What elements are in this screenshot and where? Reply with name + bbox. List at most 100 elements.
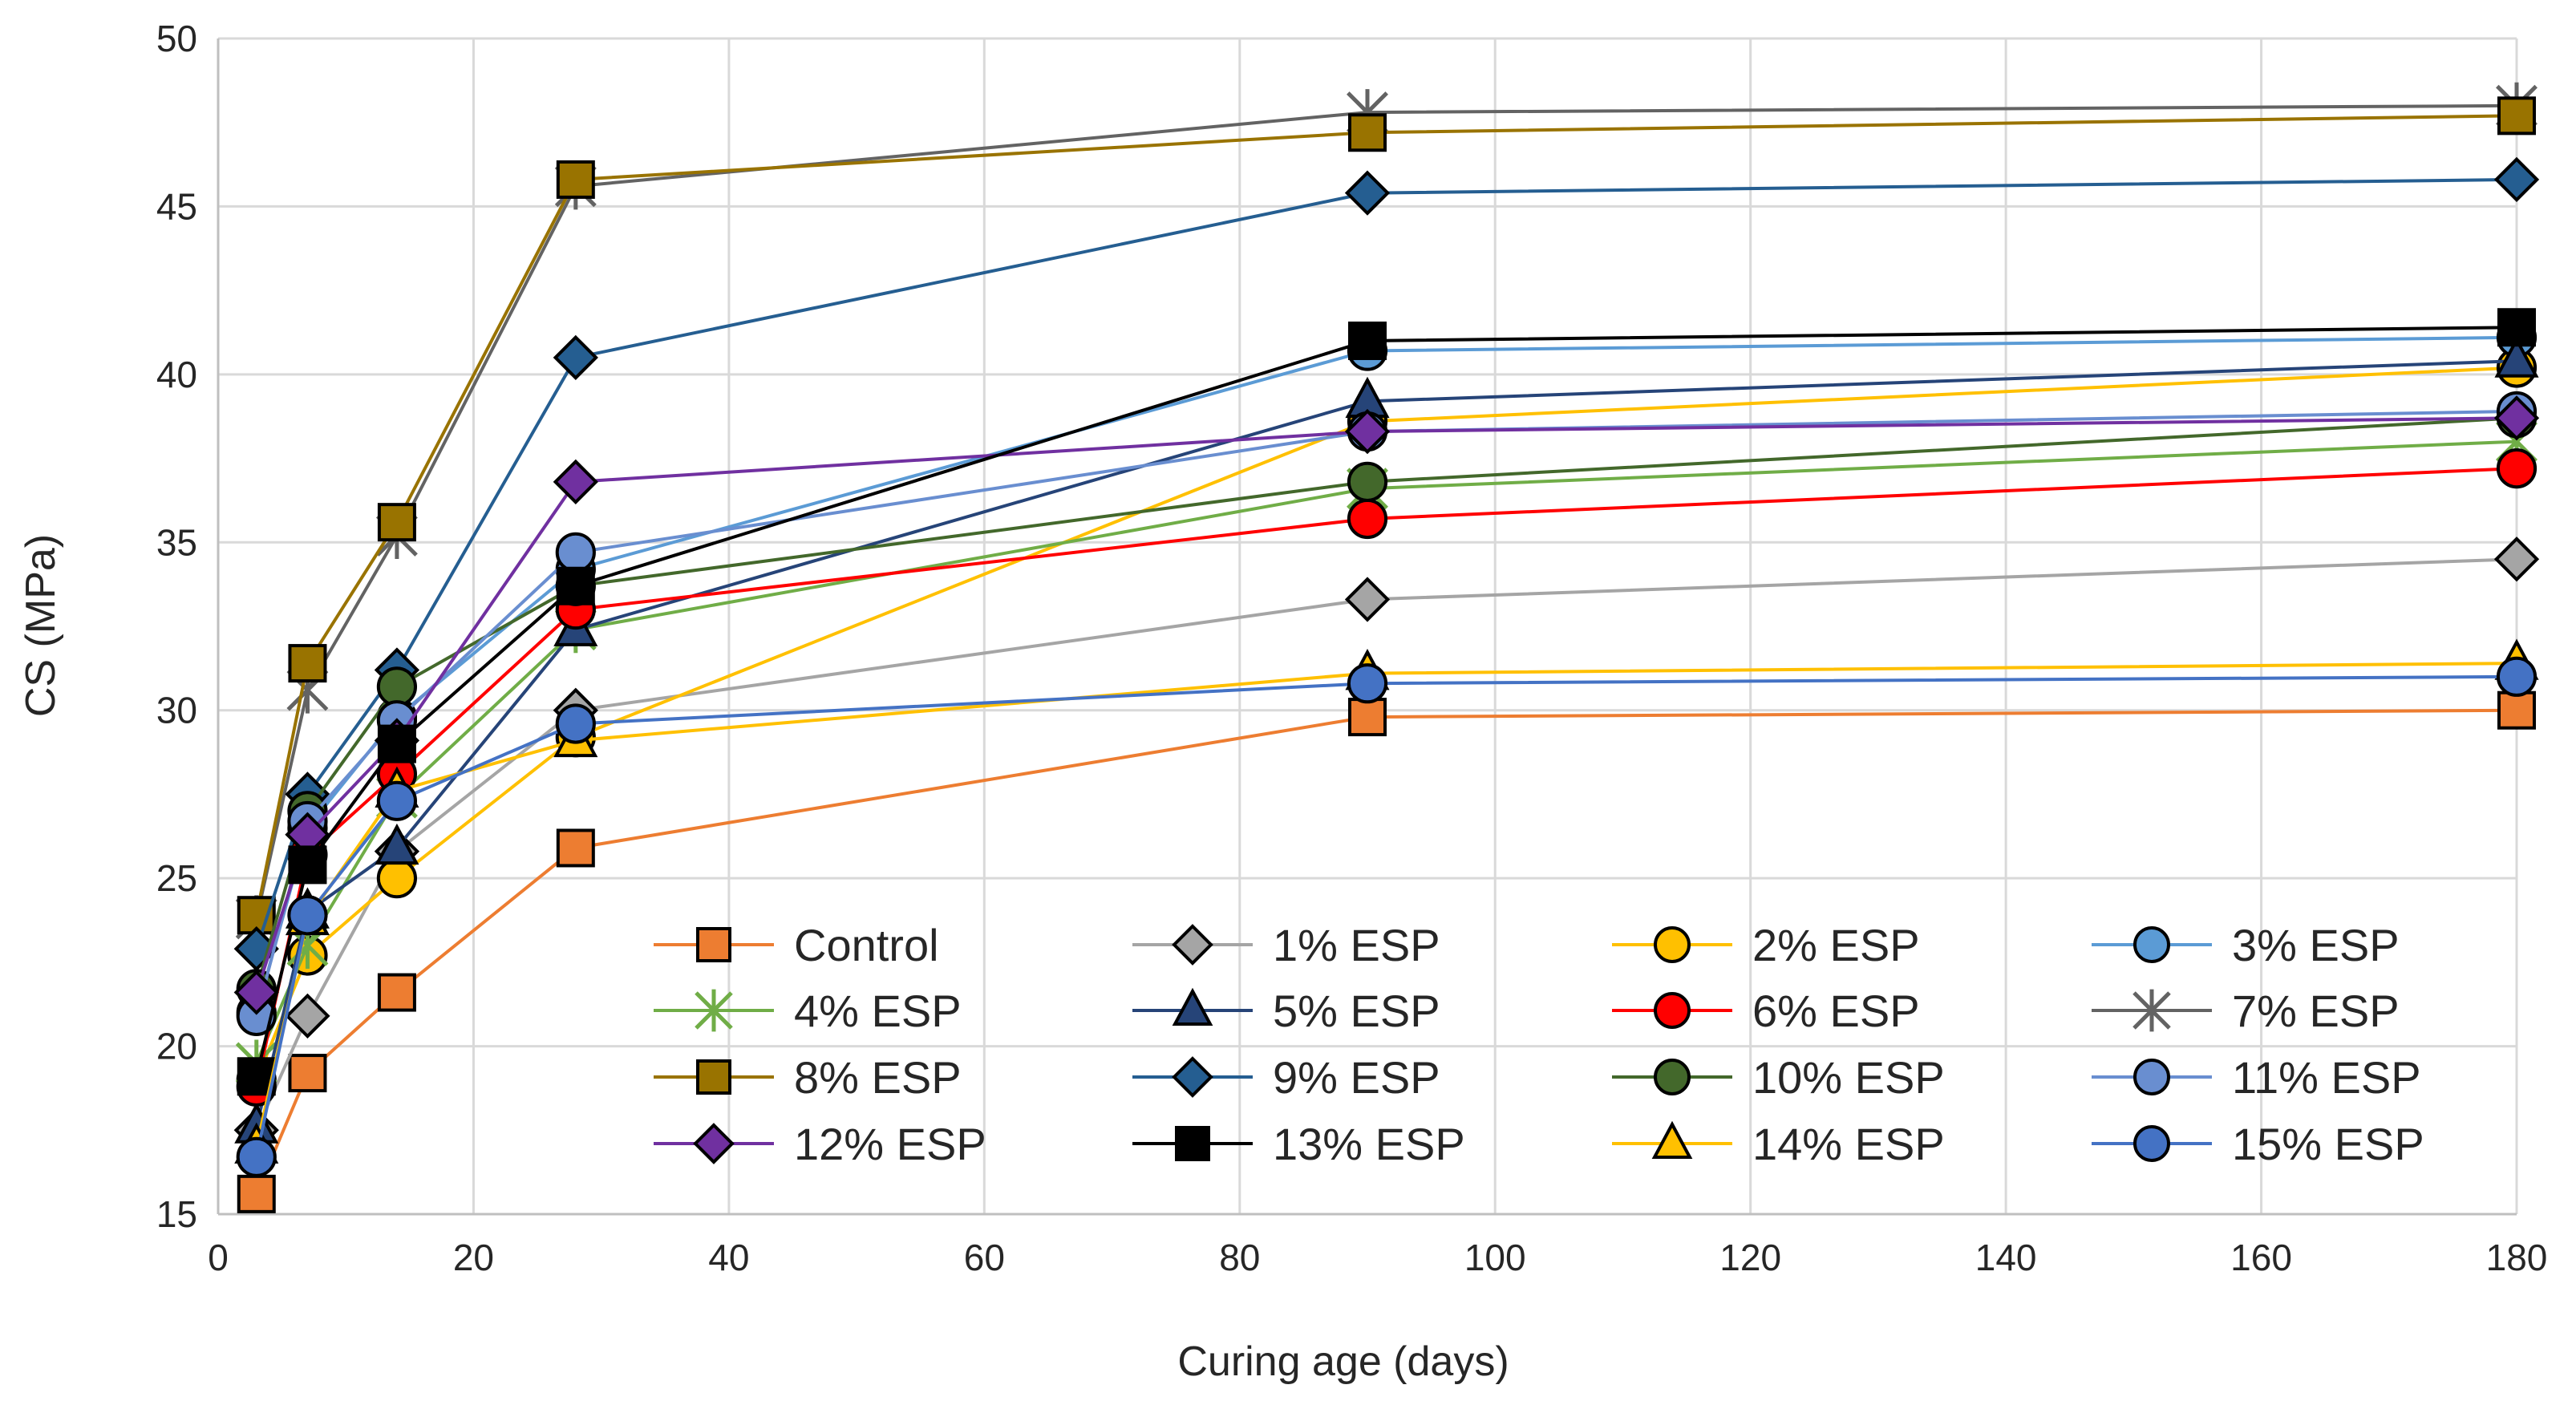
data-point — [376, 666, 418, 707]
data-point — [2493, 156, 2540, 203]
series-15-esp — [236, 656, 2538, 1177]
legend-label: 13% ESP — [1273, 1119, 1465, 1169]
x-tick-label: 180 — [2486, 1237, 2548, 1278]
data-point — [375, 823, 419, 865]
legend-label: 2% ESP — [1752, 920, 1920, 970]
legend-marker — [1172, 924, 1213, 966]
legend-label: 15% ESP — [2232, 1119, 2424, 1169]
legend-item: 12% ESP — [654, 1119, 986, 1169]
legend-marker — [1651, 1120, 1693, 1159]
legend-marker — [2133, 1125, 2170, 1162]
data-point — [556, 566, 595, 605]
x-tick-label: 60 — [964, 1237, 1005, 1278]
legend-item: 13% ESP — [1132, 1119, 1465, 1169]
legend-item: 2% ESP — [1612, 920, 1920, 970]
legend-marker — [1654, 992, 1691, 1029]
data-point — [288, 845, 327, 885]
data-point — [553, 334, 598, 381]
series-line — [254, 103, 2517, 919]
legend-label: 12% ESP — [794, 1119, 986, 1169]
legend-item: 11% ESP — [2092, 1052, 2421, 1103]
legend-item: 7% ESP — [2092, 986, 2400, 1036]
data-point — [555, 532, 596, 573]
series-line — [254, 335, 2517, 1014]
series-line — [254, 359, 2517, 1128]
legend-marker — [2132, 989, 2171, 1032]
legend-item: 3% ESP — [2092, 920, 2400, 970]
legend-item: 4% ESP — [654, 986, 962, 1036]
legend-label: 1% ESP — [1273, 920, 1440, 970]
x-tick-label: 80 — [1219, 1237, 1260, 1278]
legend-item: 10% ESP — [1612, 1052, 1945, 1103]
data-point — [1347, 498, 1388, 540]
series-8-esp — [237, 96, 2536, 935]
data-point — [377, 973, 416, 1012]
legend-item: 8% ESP — [654, 1052, 962, 1103]
data-point — [2494, 336, 2539, 378]
legend-label: Control — [794, 920, 939, 970]
data-point — [2496, 656, 2538, 697]
y-tick-label: 20 — [156, 1026, 197, 1067]
legend-label: 4% ESP — [794, 986, 962, 1036]
data-point — [288, 644, 327, 683]
legend-item: Control — [654, 920, 939, 970]
legend-item: 9% ESP — [1132, 1052, 1440, 1103]
legend-marker — [2133, 926, 2170, 963]
data-point — [376, 780, 418, 821]
y-tick-label: 35 — [156, 521, 197, 563]
x-tick-label: 120 — [1719, 1237, 1781, 1278]
y-tick-label: 25 — [156, 857, 197, 899]
x-tick-label: 0 — [208, 1237, 229, 1278]
data-point — [556, 828, 595, 868]
legend-marker — [696, 927, 731, 962]
x-axis-title: Curing age (days) — [1177, 1338, 1509, 1385]
legend-label: 10% ESP — [1752, 1052, 1945, 1103]
data-point — [2496, 448, 2538, 489]
data-point — [2497, 96, 2536, 136]
legend-marker — [2133, 1059, 2170, 1095]
data-point — [1348, 113, 1387, 152]
x-tick-label: 140 — [1975, 1237, 2037, 1278]
x-tick-label: 160 — [2230, 1237, 2292, 1278]
data-point — [237, 1174, 276, 1213]
data-point — [2493, 537, 2540, 582]
axes: 0 20 40 60 80 100 120 140 160 180 15 20 25 30 35 40 45 50 — [156, 18, 2548, 1278]
legend-label: 11% ESP — [2232, 1052, 2421, 1103]
legend-marker — [1172, 987, 1213, 1026]
data-point — [2493, 395, 2540, 441]
series-line — [254, 708, 2517, 1195]
data-point — [1344, 408, 1391, 455]
legend-label: 5% ESP — [1273, 986, 1440, 1036]
legend-marker — [695, 989, 733, 1032]
data-point — [2497, 690, 2536, 730]
x-tick-label: 40 — [708, 1237, 749, 1278]
series-line — [254, 674, 2517, 1158]
data-point — [1348, 698, 1387, 737]
series-control — [237, 690, 2536, 1213]
legend-item: 1% ESP — [1132, 920, 1440, 970]
legend-label: 8% ESP — [794, 1052, 962, 1103]
legend-marker — [696, 1059, 731, 1095]
y-tick-label: 45 — [156, 185, 197, 227]
series-line — [254, 114, 2517, 916]
series-line — [254, 439, 2517, 1064]
legend-label: 14% ESP — [1752, 1119, 1945, 1169]
data-point — [377, 503, 416, 542]
y-tick-label: 15 — [156, 1193, 197, 1235]
y-tick-label: 50 — [156, 18, 197, 59]
legend: Control 1% ESP 2% ESP 3% ESP 4% ESP 5% ESP 6% … — [654, 920, 2424, 1169]
legend-label: 6% ESP — [1752, 986, 1920, 1036]
series-7-esp — [235, 82, 2538, 942]
legend-marker — [1654, 926, 1691, 963]
data-point — [285, 993, 330, 1039]
data-point — [1344, 577, 1391, 622]
data-point — [553, 459, 598, 505]
legend-marker — [693, 1123, 735, 1164]
data-point — [287, 895, 328, 936]
y-tick-label: 30 — [156, 690, 197, 731]
series-group — [233, 82, 2540, 1213]
data-point — [1348, 321, 1387, 360]
data-point — [556, 160, 595, 199]
data-point — [236, 1136, 277, 1177]
